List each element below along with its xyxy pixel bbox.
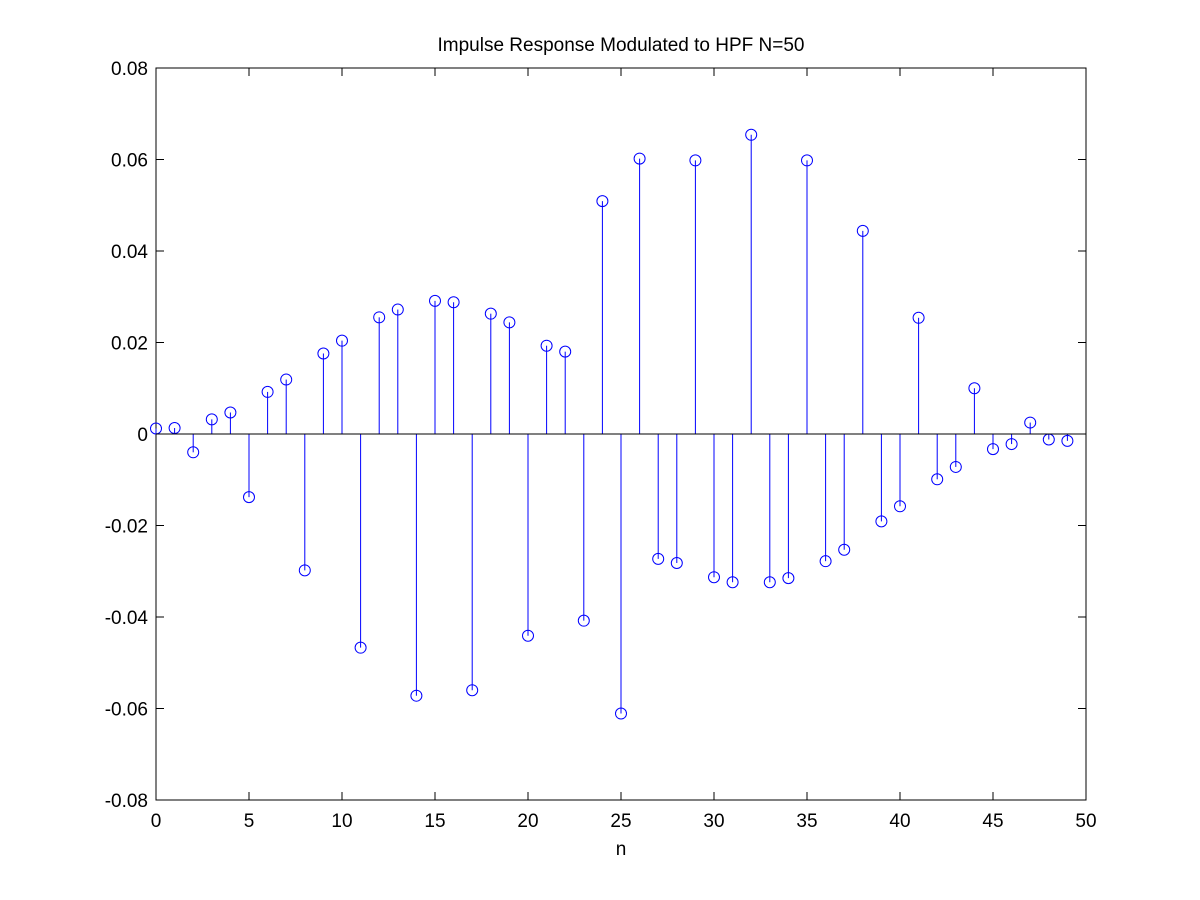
- y-tick-label: 0: [137, 425, 148, 446]
- stem-marker: [410, 689, 423, 702]
- y-tick-label: -0.06: [105, 700, 148, 721]
- stem-marker: [838, 543, 851, 556]
- x-tick-label: 40: [889, 811, 910, 832]
- stem-marker: [689, 154, 702, 167]
- x-tick-label: 45: [982, 811, 1003, 832]
- x-tick-label: 30: [703, 811, 724, 832]
- y-tick-label: 0.08: [111, 59, 148, 80]
- stem-marker: [949, 460, 962, 473]
- x-tick-label: 10: [331, 811, 352, 832]
- stem-marker: [540, 339, 553, 352]
- stem-marker: [615, 707, 627, 720]
- stem-marker: [801, 154, 813, 167]
- stem-marker: [819, 555, 832, 568]
- y-tick-label: -0.02: [105, 517, 148, 538]
- x-tick-label: 20: [517, 811, 538, 832]
- stem-marker: [187, 446, 200, 459]
- x-tick-label: 50: [1075, 811, 1096, 832]
- x-tick-label: 15: [424, 811, 445, 832]
- y-tick-label: -0.08: [105, 791, 148, 812]
- x-tick-label: 0: [151, 811, 162, 832]
- stem-marker: [652, 552, 665, 565]
- stem-marker: [280, 373, 293, 386]
- y-tick-label: 0.06: [111, 151, 148, 172]
- stem-marker: [466, 684, 479, 697]
- stem-marker: [987, 443, 999, 456]
- stem-marker: [1005, 438, 1018, 451]
- stem-marker: [243, 491, 255, 504]
- stem-marker: [224, 406, 237, 419]
- stem-marker: [577, 614, 590, 627]
- stem-marker: [391, 303, 404, 316]
- stem-marker: [763, 576, 776, 589]
- stem-marker: [354, 641, 367, 654]
- stem-marker: [205, 413, 218, 426]
- stem-marker: [745, 128, 758, 141]
- stem-marker: [503, 316, 516, 329]
- stem-marker: [298, 564, 311, 577]
- stem-marker: [261, 385, 274, 398]
- y-tick-label: 0.04: [111, 242, 148, 263]
- stem-marker: [726, 576, 739, 589]
- stem-marker: [596, 195, 609, 208]
- stem-marker: [912, 311, 925, 324]
- chart-title: Impulse Response Modulated to HPF N=50: [437, 35, 804, 56]
- stem-marker: [875, 515, 888, 528]
- plot-area: 0 5 10 15 20 25 30 35 40 45 50 -0.08 -0.06 -0.04 -0.02…: [105, 59, 1097, 832]
- y-tick-label: -0.04: [105, 608, 149, 629]
- x-tick-label: 5: [244, 811, 255, 832]
- stem-marker: [856, 224, 869, 237]
- stem-marker: [429, 294, 441, 307]
- stem-marker: [670, 557, 683, 570]
- stem-marker: [522, 629, 534, 642]
- stem-marker: [447, 296, 460, 309]
- stem-marker: [484, 307, 497, 320]
- x-axis-label: n: [616, 839, 627, 860]
- x-tick-label: 35: [796, 811, 817, 832]
- stem-marker: [968, 382, 981, 395]
- stem-marker: [931, 473, 944, 486]
- stem-marker: [782, 572, 795, 585]
- stem-marker: [633, 152, 646, 165]
- stem-marker: [336, 334, 348, 347]
- stem-marker: [1061, 434, 1074, 447]
- stem-marker: [317, 347, 330, 360]
- stem-marker: [894, 500, 906, 513]
- stem-marker: [559, 345, 572, 358]
- stem-marker: [373, 311, 386, 324]
- stem-marker: [708, 571, 720, 584]
- x-tick-label: 25: [610, 811, 631, 832]
- y-tick-label: 0.02: [111, 334, 148, 355]
- stem-marker: [1024, 416, 1037, 429]
